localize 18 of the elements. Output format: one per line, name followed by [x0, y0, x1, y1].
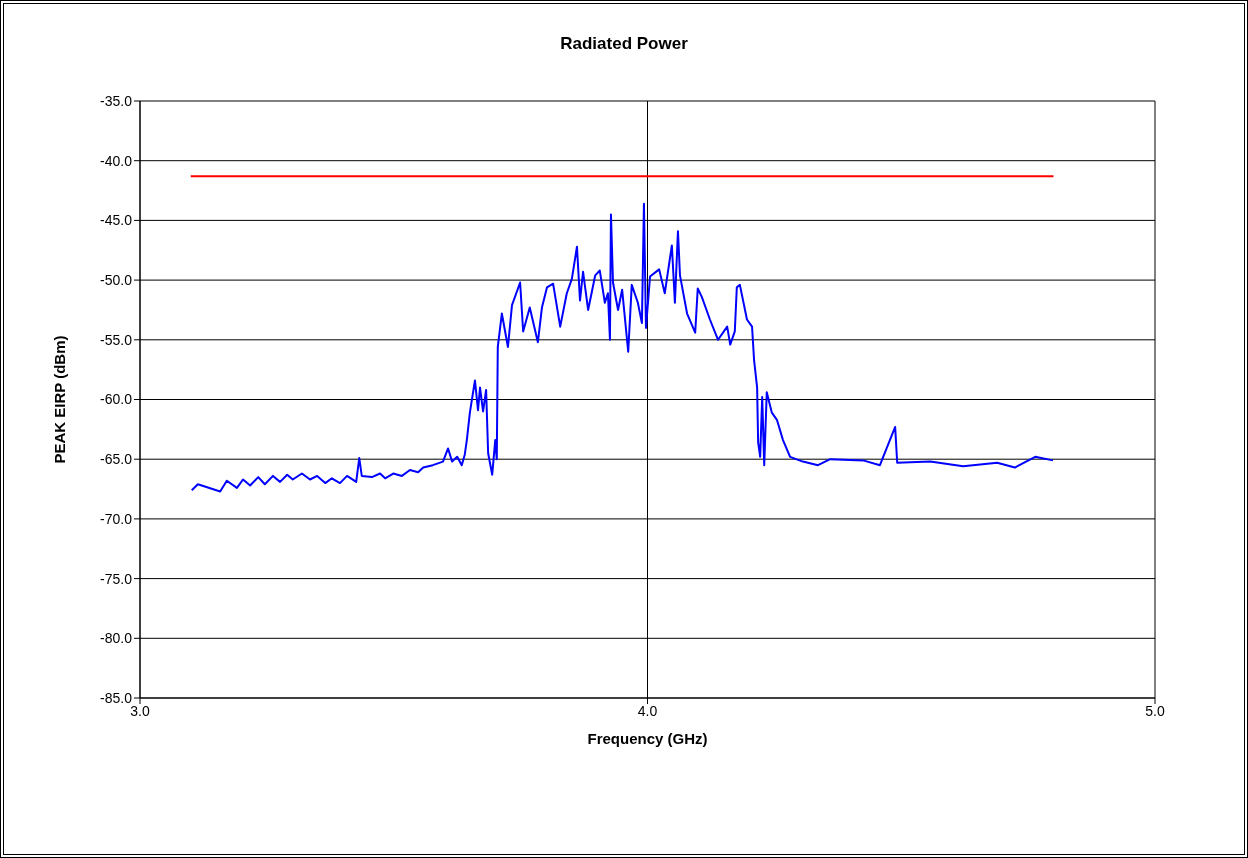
y-axis-title: PEAK EIRP (dBm) [51, 335, 69, 464]
x-axis-title: Frequency (GHz) [587, 730, 708, 747]
chart-title: Radiated Power [559, 34, 689, 54]
y-tick-label: -65.0 [100, 451, 133, 468]
y-tick-label: -35.0 [100, 92, 133, 109]
y-tick-label: -55.0 [100, 331, 133, 348]
x-tick-label: 3.0 [130, 702, 150, 719]
x-tick-label: 4.0 [637, 702, 658, 719]
y-tick-label: -85.0 [100, 689, 133, 706]
y-tick-label: -45.0 [100, 212, 133, 229]
y-tick-label: -75.0 [100, 570, 133, 587]
y-tick-label: -80.0 [100, 630, 133, 647]
line-series [190, 202, 1054, 493]
y-tick-label: -50.0 [100, 272, 133, 289]
y-tick-label: -60.0 [100, 391, 133, 408]
y-tick-label: -40.0 [100, 152, 133, 169]
y-tick-label: -70.0 [100, 510, 133, 527]
x-tick-label: 5.0 [1145, 702, 1165, 719]
